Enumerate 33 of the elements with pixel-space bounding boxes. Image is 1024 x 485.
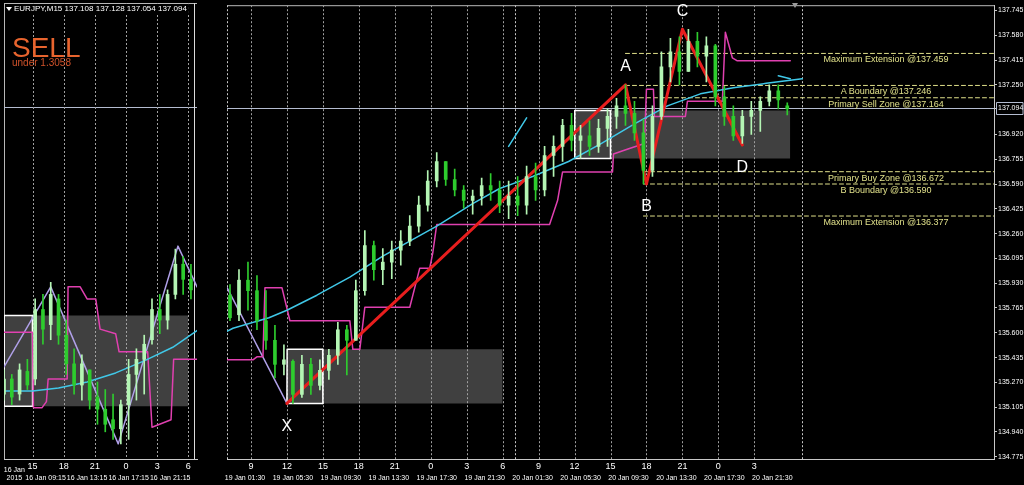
ref-line-label: 18 xyxy=(353,461,364,472)
series-label: Maximum Extension @137.459 xyxy=(823,54,949,65)
series-label: A Boundary @137.246 xyxy=(840,86,932,97)
ref-line-label: 9 xyxy=(248,461,254,472)
ref-line-label: 3 xyxy=(154,461,160,472)
annotation: under 1.3058 xyxy=(12,56,72,68)
ref-line-label: 3 xyxy=(751,461,757,472)
annotation: A xyxy=(620,57,632,75)
ref-line-label: 9 xyxy=(536,461,542,472)
series-label: Primary Sell Zone @137.164 xyxy=(828,98,944,109)
ref-line-label: 18 xyxy=(58,461,69,472)
ref-line-label: 15 xyxy=(605,461,616,472)
ref-line-label: 0 xyxy=(123,461,129,472)
ref-line-label: 6 xyxy=(500,461,506,472)
ref-line-label: 15 xyxy=(27,461,38,472)
ref-line-label: 0 xyxy=(428,461,434,472)
series-label: B Boundary @136.590 xyxy=(840,185,932,195)
ref-line-label: 21 xyxy=(677,461,688,472)
series-label: Primary Buy Zone @136.672 xyxy=(827,172,945,183)
ref-line-label: 21 xyxy=(389,461,400,472)
annotation: B xyxy=(641,197,652,215)
ref-line-label: 12 xyxy=(281,461,292,472)
ref-line-label: 0 xyxy=(715,461,721,472)
ref-line-label: 12 xyxy=(569,461,580,472)
ref-line-label: 3 xyxy=(464,461,470,472)
ref-line-label: 18 xyxy=(641,461,652,472)
annotation: C xyxy=(676,1,689,19)
ref-line-label: 21 xyxy=(89,461,100,472)
ref-line-label: 15 xyxy=(317,461,328,472)
series-label: Maximum Extension @136.377 xyxy=(823,217,949,228)
annotation: X xyxy=(281,416,293,434)
ref-line-label: 6 xyxy=(185,461,191,472)
chart-title: EURJPY,M15 137.108 137.128 137.054 137.094 xyxy=(14,4,188,14)
